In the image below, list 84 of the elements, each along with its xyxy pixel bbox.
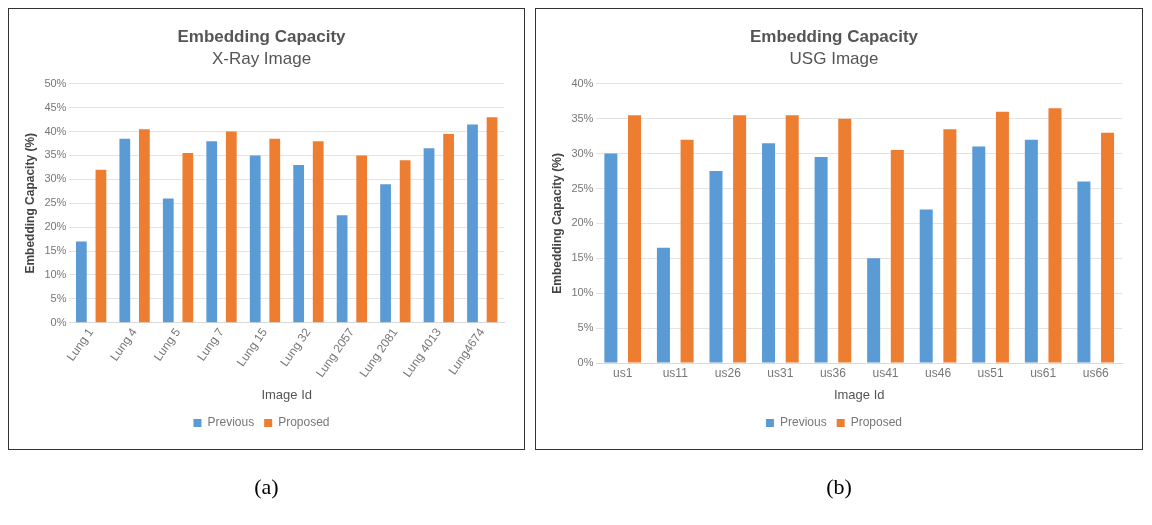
x-tick-label: us11 xyxy=(662,365,689,380)
bar xyxy=(486,117,498,323)
bar xyxy=(75,241,87,323)
bar xyxy=(785,115,799,363)
chart-title: Embedding Capacity xyxy=(749,26,919,46)
bar xyxy=(1077,181,1091,363)
bar xyxy=(943,129,957,363)
bar xyxy=(733,115,747,363)
y-tick-label: 0% xyxy=(50,315,67,328)
text: (a) xyxy=(254,474,279,500)
x-tick-label: us61 xyxy=(1030,365,1057,380)
x-tick-label: us46 xyxy=(925,365,952,380)
y-tick-label: 10% xyxy=(571,286,594,299)
legend-label: Previous xyxy=(779,415,827,430)
y-tick-label: 35% xyxy=(44,148,67,161)
legend-label: Proposed xyxy=(850,415,903,430)
bar xyxy=(919,209,933,363)
bar xyxy=(814,157,828,363)
bar xyxy=(356,155,368,323)
y-tick-label: 30% xyxy=(44,172,67,185)
bar xyxy=(838,118,852,363)
x-tick-label: us51 xyxy=(977,365,1004,380)
bar xyxy=(139,129,150,323)
bar xyxy=(380,184,391,323)
x-axis-title: Image Id xyxy=(261,386,312,402)
bar xyxy=(162,198,174,323)
y-tick-label: 20% xyxy=(571,216,594,229)
y-tick-label: 50% xyxy=(44,76,67,89)
chart-title: Embedding Capacity xyxy=(177,26,347,46)
bar xyxy=(443,133,454,323)
y-tick-label: 15% xyxy=(571,251,594,264)
bar xyxy=(709,171,723,363)
x-tick-label: us66 xyxy=(1082,365,1110,380)
bar xyxy=(95,169,107,323)
y-tick-label: 40% xyxy=(44,124,67,137)
bar xyxy=(762,143,776,363)
y-tick-label: 40% xyxy=(571,76,594,89)
y-tick-label: 30% xyxy=(571,146,594,159)
bar xyxy=(182,153,194,323)
bar xyxy=(1101,132,1115,363)
chart-subtitle: X-Ray Image xyxy=(211,49,312,69)
x-tick-label: us1 xyxy=(613,365,633,380)
y-tick-label: 5% xyxy=(50,291,67,304)
y-tick-label: 25% xyxy=(44,196,67,209)
y-axis-title: Embedding Capacity (%) xyxy=(22,132,37,274)
bar xyxy=(972,146,986,363)
chart-subtitle: USG Image xyxy=(789,49,879,69)
bar xyxy=(225,131,237,323)
y-tick-label: 15% xyxy=(44,244,67,257)
y-tick-label: 5% xyxy=(577,321,594,334)
bar xyxy=(867,258,881,363)
y-tick-label: 35% xyxy=(571,111,594,124)
bar xyxy=(423,148,435,323)
text: (b) xyxy=(826,474,852,500)
y-tick-label: 25% xyxy=(571,181,594,194)
bar xyxy=(336,215,348,323)
y-tick-label: 0% xyxy=(577,356,594,369)
bar xyxy=(1048,108,1062,363)
legend-label: Previous xyxy=(207,415,255,430)
y-tick-label: 45% xyxy=(44,100,67,113)
x-tick-label: us36 xyxy=(819,365,847,380)
bar xyxy=(269,138,281,323)
y-axis-title: Embedding Capacity (%) xyxy=(549,153,564,294)
x-tick-label: us41 xyxy=(872,365,899,380)
bar xyxy=(119,138,131,323)
bar xyxy=(249,155,261,323)
legend-label: Proposed xyxy=(278,415,330,430)
y-tick-label: 20% xyxy=(44,220,67,233)
x-tick-label: us26 xyxy=(714,365,742,380)
bar xyxy=(604,153,618,363)
bar xyxy=(680,139,694,363)
bar xyxy=(1024,139,1038,363)
bar xyxy=(656,247,670,363)
bar xyxy=(399,160,411,323)
bar xyxy=(467,124,478,323)
bar xyxy=(206,141,218,323)
bar xyxy=(293,165,305,323)
x-tick-label: us31 xyxy=(767,365,794,380)
x-axis-title: Image Id xyxy=(833,386,885,402)
bar xyxy=(995,111,1009,363)
bar xyxy=(312,141,324,323)
bar xyxy=(890,150,904,363)
y-tick-label: 10% xyxy=(44,267,67,280)
bar xyxy=(628,115,642,363)
